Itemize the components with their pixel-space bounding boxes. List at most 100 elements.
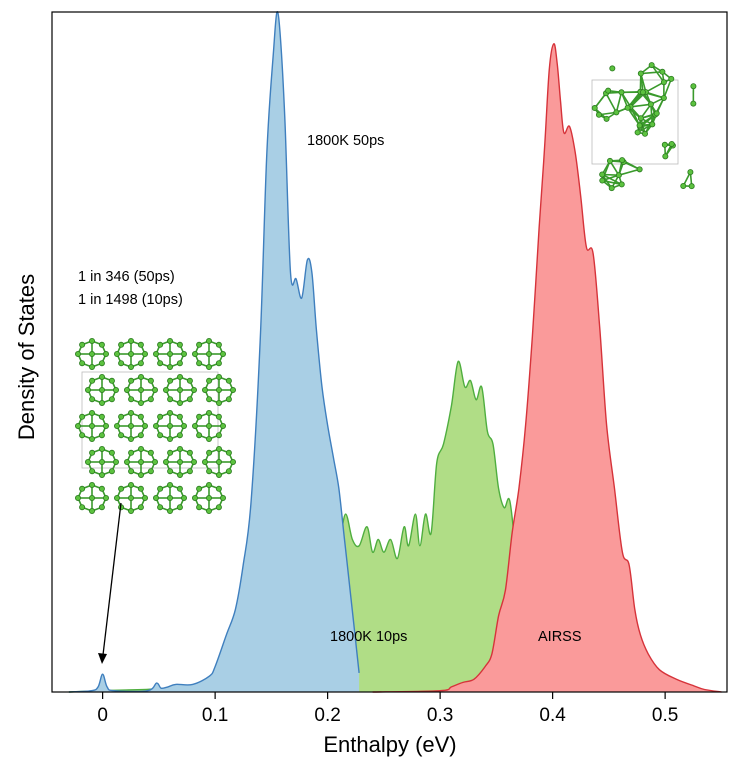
atom: [75, 350, 82, 357]
atom: [637, 70, 644, 77]
atom: [85, 458, 92, 465]
x-tick-label: 0.4: [539, 705, 566, 726]
atom: [205, 409, 212, 416]
atom: [99, 399, 106, 406]
y-axis-title: Density of States: [14, 274, 39, 440]
atom: [639, 89, 646, 96]
atom: [75, 494, 82, 501]
atom: [225, 468, 232, 475]
atom: [205, 337, 212, 344]
atom: [205, 507, 212, 514]
bond: [645, 81, 665, 93]
atom: [636, 166, 643, 173]
atom: [162, 386, 169, 393]
atom: [196, 432, 203, 439]
atom: [166, 422, 173, 429]
atom: [118, 360, 125, 367]
atom: [124, 458, 131, 465]
atom: [219, 422, 226, 429]
bond: [601, 173, 623, 186]
atom: [206, 396, 213, 403]
atom: [167, 449, 174, 456]
unit-cell-box: [81, 371, 219, 469]
atom: [191, 494, 198, 501]
atom: [176, 413, 183, 420]
atom: [176, 445, 183, 452]
atom: [137, 399, 144, 406]
annotation-ratio-50ps: 1 in 346 (50ps): [78, 269, 175, 285]
atom: [225, 449, 232, 456]
atom: [668, 140, 675, 147]
series-layer: [68, 11, 722, 693]
atom: [609, 65, 616, 72]
atom: [206, 449, 213, 456]
atom: [118, 341, 125, 348]
series-area-airss: [372, 43, 722, 692]
atom: [619, 157, 626, 164]
atom: [618, 89, 625, 96]
series-area-1800k-50ps: [68, 11, 360, 693]
atom: [137, 413, 144, 420]
atom: [79, 485, 86, 492]
atom: [190, 386, 197, 393]
atom: [128, 468, 135, 475]
atom: [591, 105, 598, 112]
atom: [167, 468, 174, 475]
atom: [79, 341, 86, 348]
atom: [137, 360, 144, 367]
atom: [151, 458, 158, 465]
atom: [599, 171, 606, 178]
bond: [605, 92, 618, 113]
bond: [640, 73, 644, 93]
atom: [137, 485, 144, 492]
atom: [98, 485, 105, 492]
atom: [196, 341, 203, 348]
atom: [166, 350, 173, 357]
atom: [219, 350, 226, 357]
atom: [98, 432, 105, 439]
atom: [79, 360, 86, 367]
atom: [180, 422, 187, 429]
atom: [176, 458, 183, 465]
atom: [103, 350, 110, 357]
atom: [661, 141, 668, 148]
plot-frame: [51, 11, 728, 693]
atom: [147, 449, 154, 456]
atom: [99, 458, 106, 465]
atom: [137, 458, 144, 465]
atom: [113, 458, 120, 465]
atom: [166, 409, 173, 416]
atom: [215, 399, 222, 406]
atom: [166, 363, 173, 370]
atom: [205, 494, 212, 501]
atom: [137, 471, 144, 478]
atom: [98, 341, 105, 348]
atom: [89, 468, 96, 475]
atom: [653, 110, 660, 117]
atom: [157, 485, 164, 492]
atom: [99, 373, 106, 380]
atom: [613, 109, 620, 116]
atom: [127, 409, 134, 416]
atom: [215, 360, 222, 367]
amorphous-structure-image: [591, 62, 697, 192]
atom: [79, 504, 86, 511]
atom: [85, 386, 92, 393]
bond: [630, 103, 651, 108]
series-line-airss: [372, 43, 722, 693]
bond: [615, 92, 623, 113]
atom: [176, 504, 183, 511]
atom: [137, 373, 144, 380]
atom: [688, 183, 695, 190]
atom: [186, 396, 193, 403]
atom: [167, 396, 174, 403]
atom: [634, 129, 641, 136]
atom: [89, 422, 96, 429]
atom: [176, 432, 183, 439]
atom: [642, 130, 649, 137]
atom: [196, 413, 203, 420]
atom: [114, 350, 121, 357]
supercell-box: [591, 79, 679, 165]
atom: [680, 182, 687, 189]
